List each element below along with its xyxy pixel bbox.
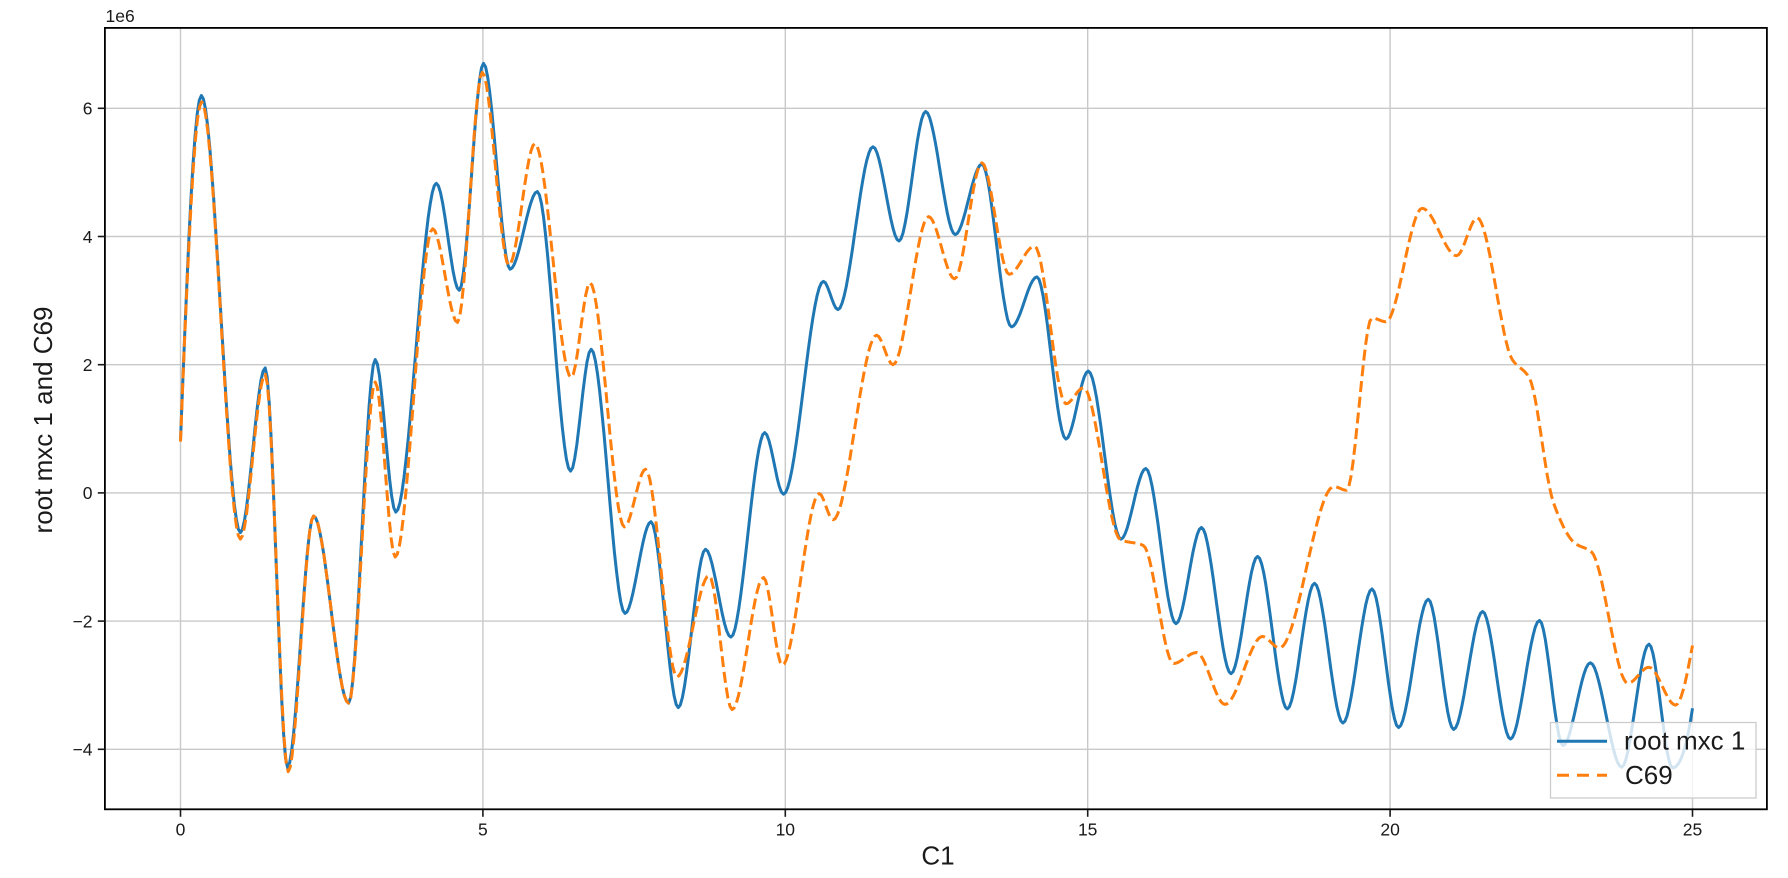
svg-text:2: 2 bbox=[83, 355, 93, 375]
svg-text:C1: C1 bbox=[921, 841, 954, 871]
svg-text:5: 5 bbox=[478, 820, 488, 840]
svg-text:10: 10 bbox=[776, 820, 796, 840]
svg-text:25: 25 bbox=[1683, 820, 1702, 840]
svg-text:15: 15 bbox=[1078, 820, 1097, 840]
svg-text:0: 0 bbox=[83, 483, 93, 503]
svg-text:6: 6 bbox=[83, 99, 93, 119]
svg-text:0: 0 bbox=[176, 820, 186, 840]
svg-text:4: 4 bbox=[83, 227, 93, 247]
svg-text:root mxc 1 and C69: root mxc 1 and C69 bbox=[28, 307, 58, 534]
svg-text:1e6: 1e6 bbox=[106, 6, 135, 26]
svg-text:C69: C69 bbox=[1625, 760, 1673, 790]
svg-text:−4: −4 bbox=[73, 740, 93, 760]
svg-text:20: 20 bbox=[1380, 820, 1400, 840]
svg-text:−2: −2 bbox=[73, 611, 93, 631]
svg-text:root mxc 1: root mxc 1 bbox=[1624, 726, 1745, 756]
